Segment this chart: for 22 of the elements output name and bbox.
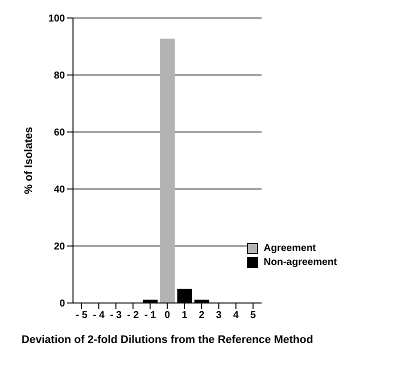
x-tick-label: - 3 (110, 310, 122, 322)
y-tick-label: 20 (54, 242, 66, 253)
x-axis-title: Deviation of 2-fold Dilutions from the Reference Method (22, 334, 314, 346)
x-tick-label: 5 (250, 310, 256, 322)
legend-label: Agreement (264, 243, 316, 254)
x-tick-label: - 1 (144, 310, 156, 322)
x-tick-label: 1 (182, 310, 188, 322)
x-tick-label: 2 (198, 310, 205, 322)
y-tick-label: 80 (54, 70, 66, 82)
x-tick-label: - 4 (92, 310, 105, 322)
y-tick-label: 0 (59, 298, 66, 310)
x-tick-label: - 5 (76, 310, 88, 322)
x-tick-label: 0 (164, 310, 171, 322)
x-tick-label: 3 (216, 310, 222, 322)
x-tick-label: 4 (233, 310, 240, 322)
y-tick-label: 40 (54, 184, 66, 196)
y-tick-label: 60 (54, 128, 66, 139)
bar (160, 38, 175, 303)
y-axis-title: % of Isolates (22, 126, 35, 194)
x-tick-label: - 2 (127, 310, 140, 322)
legend-label: Non-agreement (264, 257, 337, 268)
y-tick-label: 100 (48, 14, 66, 25)
